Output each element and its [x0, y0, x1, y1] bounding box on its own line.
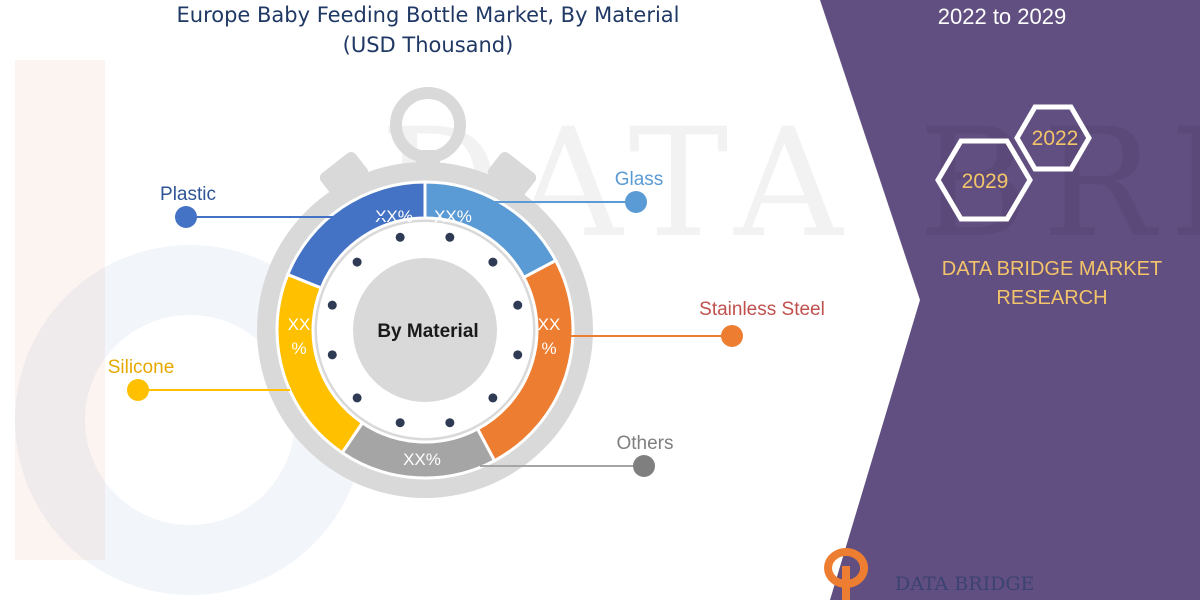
dial-dot: [488, 257, 498, 267]
hex-year-2029: 2029: [962, 170, 1009, 193]
company-name-line1: DATA BRIDGE MARKET: [942, 258, 1162, 280]
donut-segment-silicone: [275, 272, 365, 455]
hex-year-2022: 2022: [1032, 127, 1079, 150]
right-panel: [820, 0, 1200, 600]
logo-mark-icon: [824, 548, 869, 600]
legend-stainless-steel: Stainless Steel: [699, 299, 825, 320]
dial-dot: [445, 418, 455, 428]
value-label-glass: XX%: [434, 207, 472, 226]
dial-dot: [445, 232, 455, 242]
callout-others: Others: [480, 433, 674, 477]
dial-dot: [327, 350, 337, 360]
dial-dot: [395, 418, 405, 428]
donut-segments: [275, 180, 575, 480]
callout-glass: Glass: [470, 169, 663, 213]
dial-dot: [395, 232, 405, 242]
dial-dot: [352, 393, 362, 403]
period-text: 2022 to 2029: [938, 4, 1066, 29]
hex-badge-2029: [935, 138, 1033, 222]
value-label-stainless-steel: XX%: [538, 315, 561, 358]
value-label-silicone: XX%: [288, 315, 311, 358]
callout-plastic: Plastic: [160, 184, 390, 228]
chart-title-line1: Europe Baby Feeding Bottle Market, By Ma…: [177, 3, 680, 27]
legend-glass: Glass: [615, 169, 664, 190]
logo-text: DATA BRIDGE: [895, 573, 1034, 595]
company-logo: DATA BRIDGE: [824, 548, 1034, 600]
dial-dot: [352, 257, 362, 267]
company-name-line2: RESEARCH: [996, 287, 1107, 309]
dial-dot: [488, 393, 498, 403]
legend-silicone: Silicone: [108, 357, 175, 378]
legend-plastic: Plastic: [160, 184, 216, 205]
callout-silicone: Silicone: [108, 357, 290, 401]
legend-others: Others: [616, 433, 673, 454]
dial-dot: [513, 350, 523, 360]
dial-dots: [327, 232, 523, 428]
center-label: By Material: [377, 321, 478, 342]
dial-dot: [327, 300, 337, 310]
value-label-plastic: XX%: [375, 207, 413, 226]
hex-badge-2022: [1014, 104, 1092, 172]
dial-dot: [513, 300, 523, 310]
value-label-others: XX%: [403, 450, 441, 469]
center-disk: [353, 258, 497, 402]
callout-stainless-steel: Stainless Steel: [566, 299, 825, 347]
chart-title-line2: (USD Thousand): [343, 33, 514, 57]
